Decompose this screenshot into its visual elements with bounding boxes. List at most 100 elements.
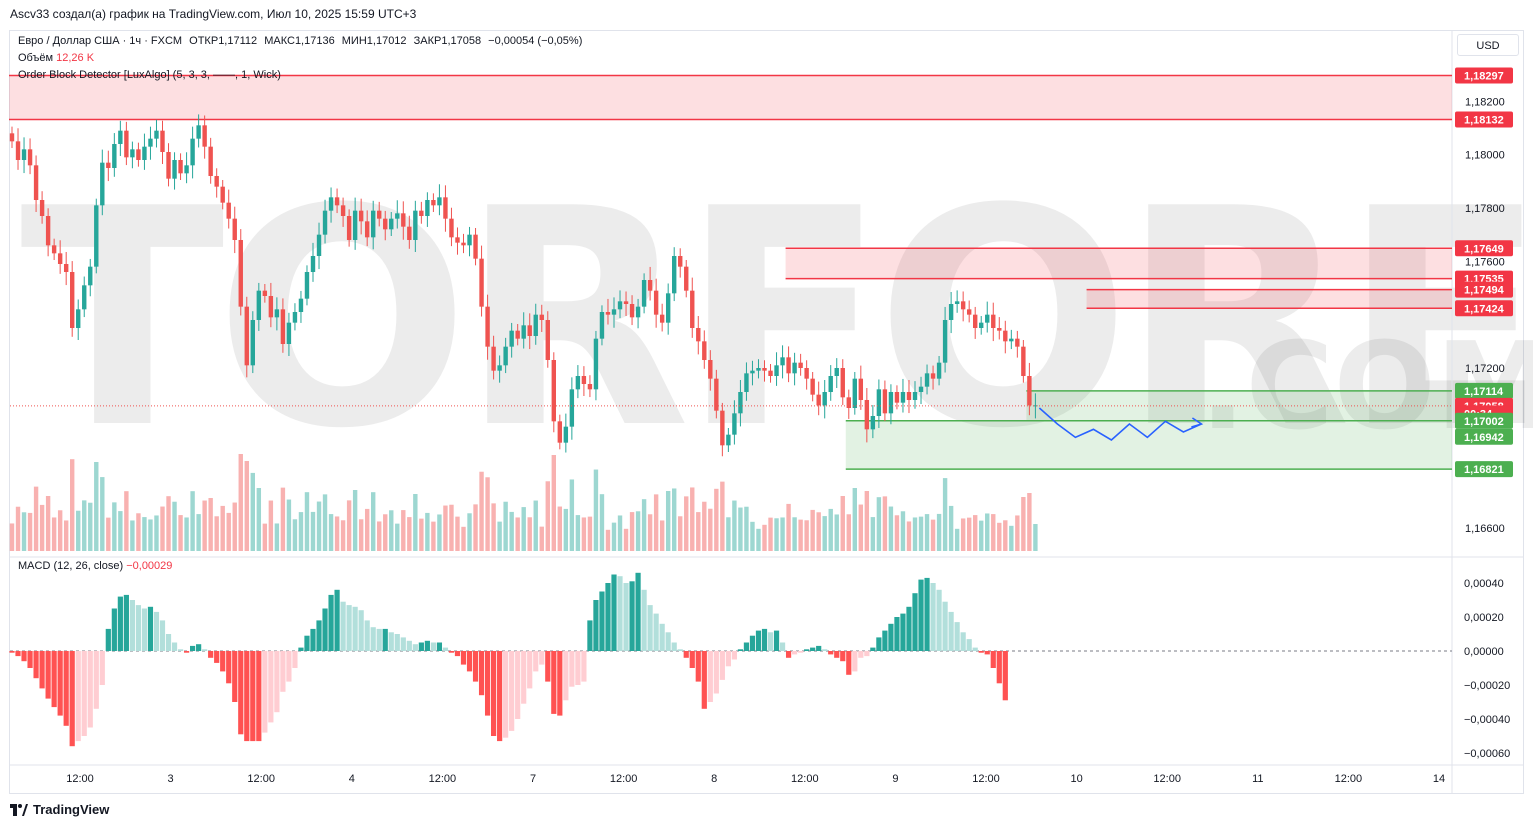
volume-bar-138 [840, 496, 845, 551]
macd-hist-bar-89 [545, 651, 551, 682]
macd-hist-bar-80 [491, 651, 497, 736]
order-block-bear-1 [785, 248, 1452, 279]
candle-body-38 [238, 240, 243, 307]
macd-hist-bar-152 [924, 577, 930, 651]
candle-body-100 [611, 309, 617, 315]
candle-body-99 [605, 312, 611, 315]
volume-bar-128 [780, 517, 785, 551]
volume-bar-93 [569, 479, 575, 551]
macd-hist-bar-9 [63, 651, 69, 726]
time-tick-label-7: 8 [711, 773, 717, 785]
macd-hist-bar-78 [478, 651, 485, 696]
volume-bar-108 [659, 520, 665, 551]
candle-body-24 [154, 130, 159, 139]
macd-hist-bar-147 [894, 617, 900, 651]
volume-bar-133 [810, 509, 815, 551]
candle-body-164 [997, 328, 1002, 331]
candle-body-131 [798, 362, 803, 368]
volume-bar-90 [551, 455, 556, 551]
macd-hist-bar-77 [472, 651, 479, 682]
macd-hist-bar-20 [129, 600, 135, 651]
indicator-legend[interactable]: Order Block Detector [LuxAlgo] (5, 3, 3,… [18, 69, 281, 81]
close-value: 1,17058 [441, 35, 482, 47]
volume-bar-60 [371, 492, 376, 551]
macd-hist-bar-4 [33, 651, 39, 679]
order-block-bear-0 [9, 75, 1452, 120]
candle-body-31 [196, 125, 201, 139]
macd-tick-label-5: −0,00060 [1464, 748, 1510, 760]
macd-legend[interactable]: MACD (12, 26, close) −0,00029 [18, 560, 172, 572]
volume-bar-126 [768, 517, 773, 551]
candle-body-4 [33, 165, 39, 200]
volume-bar-159 [966, 517, 972, 551]
macd-hist-bar-3 [27, 651, 33, 668]
volume-bar-165 [1003, 520, 1008, 551]
low-value: 1,17012 [366, 35, 407, 47]
macd-hist-bar-45 [280, 651, 286, 692]
macd-hist-bar-105 [641, 589, 647, 651]
low-label: МИН [341, 35, 367, 47]
tradingview-logo[interactable]: TradingView [10, 802, 109, 817]
macd-hist-bar-123 [749, 635, 756, 651]
volume-bar-91 [557, 506, 563, 551]
macd-hist-bar-72 [442, 647, 449, 651]
price-label-10: 1,16942 [1464, 432, 1504, 444]
macd-hist-bar-63 [388, 632, 394, 651]
price-label-box-0 [1455, 67, 1513, 84]
macd-hist-bar-132 [804, 649, 810, 651]
volume-bar-158 [960, 518, 966, 551]
volume-bar-170 [1033, 524, 1038, 551]
symbol-name[interactable]: Евро / Доллар США · 1ч · FXCM [18, 35, 183, 47]
macd-hist-bar-46 [286, 651, 292, 682]
macd-hist-bar-14 [93, 651, 99, 709]
macd-hist-bar-139 [846, 651, 852, 675]
volume-bar-74 [455, 516, 460, 551]
volume-bar-131 [798, 519, 803, 551]
macd-hist-bar-33 [208, 651, 214, 658]
currency-selector[interactable]: USD [1457, 34, 1519, 56]
candle-body-64 [395, 213, 400, 219]
volume-bar-94 [575, 515, 581, 551]
volume-legend[interactable]: Объём 12,26 K [18, 52, 94, 64]
volume-bar-164 [997, 522, 1002, 551]
volume-bar-48 [298, 512, 304, 551]
candle-body-132 [804, 368, 809, 379]
candle-body-102 [623, 301, 629, 304]
volume-bar-98 [599, 494, 605, 551]
price-tick-label-5: 1,16600 [1465, 523, 1505, 535]
volume-bar-151 [918, 516, 924, 551]
price-label-box-4 [1455, 281, 1513, 298]
macd-hist-bar-99 [605, 583, 611, 651]
candle-body-96 [587, 384, 593, 390]
candle-body-80 [491, 346, 496, 371]
volume-bar-11 [76, 510, 81, 551]
macd-hist-bar-107 [653, 613, 659, 651]
volume-bar-67 [413, 494, 418, 551]
candle-body-114 [696, 328, 701, 342]
volume-bar-66 [407, 517, 412, 551]
macd-hist-bar-64 [394, 634, 400, 651]
volume-bar-41 [256, 488, 262, 551]
candle-body-90 [551, 360, 556, 422]
volume-bar-27 [172, 501, 177, 551]
volume-bar-9 [63, 520, 69, 551]
macd-hist-bar-108 [659, 623, 665, 651]
volume-bar-20 [130, 520, 135, 551]
macd-hist-bar-91 [557, 651, 563, 716]
candle-body-82 [503, 346, 508, 366]
macd-hist-bar-48 [298, 647, 304, 651]
candle-body-50 [310, 256, 316, 272]
candle-body-68 [419, 210, 424, 216]
price-label-box-1 [1455, 111, 1513, 128]
macd-hist-bar-73 [448, 651, 455, 653]
volume-bar-5 [39, 504, 45, 551]
candle-body-125 [762, 368, 767, 371]
volume-bar-25 [160, 506, 165, 551]
candle-body-145 [882, 389, 888, 414]
macd-hist-bar-21 [135, 605, 142, 651]
macd-hist-bar-154 [936, 589, 942, 651]
candle-body-5 [39, 200, 45, 216]
volume-bar-127 [774, 518, 779, 551]
macd-hist-bar-86 [527, 651, 533, 689]
